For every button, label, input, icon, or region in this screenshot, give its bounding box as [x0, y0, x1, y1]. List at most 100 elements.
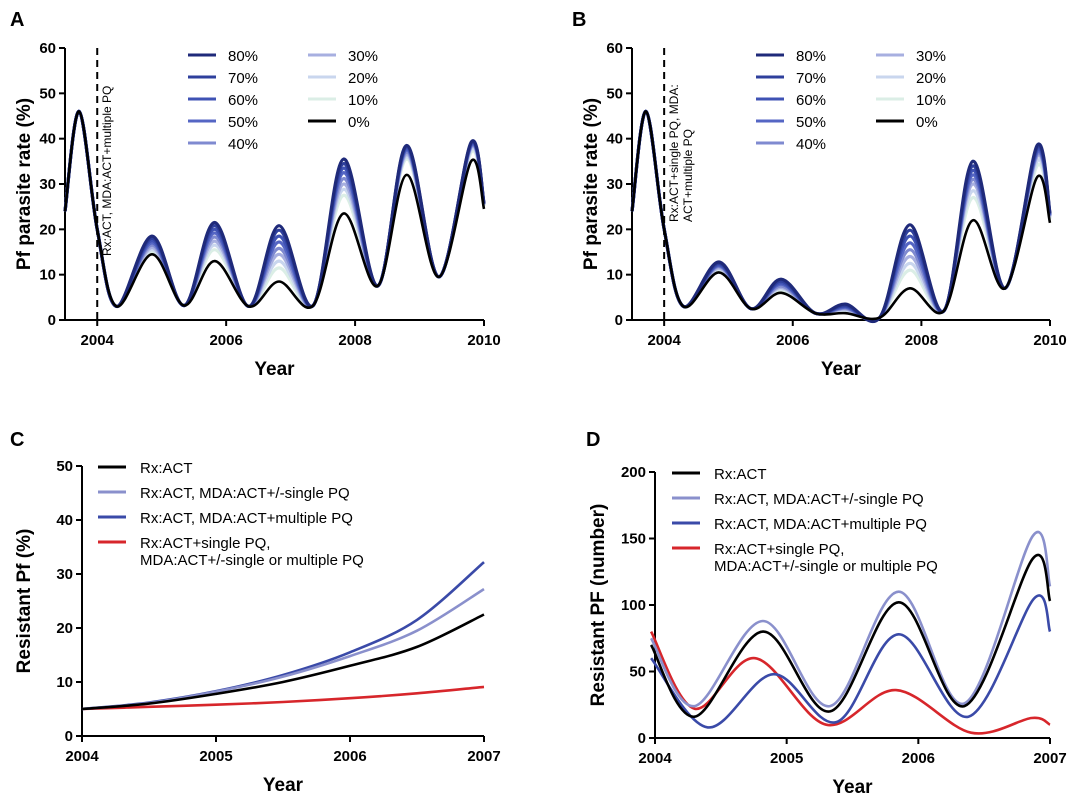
y-tick-label: 60 [606, 40, 623, 57]
legend-label-continued: MDA:ACT+/-single or multiple PQ [714, 558, 938, 575]
y-tick-label: 60 [39, 40, 56, 57]
legend-label: Rx:ACT, MDA:ACT+/-single PQ [714, 491, 924, 508]
series-line [649, 530, 1052, 708]
y-tick-label: 40 [56, 512, 73, 529]
x-tick-label: 2007 [1033, 750, 1066, 767]
x-tick-label: 2005 [199, 748, 232, 765]
panel-d: D 0 50 100 150 200 2004 2005 2006 2007 Year Resista… [586, 429, 1067, 798]
panel-letter: A [10, 9, 24, 31]
series-line [81, 685, 485, 711]
y-tick-label: 50 [629, 664, 646, 681]
legend-label-continued: MDA:ACT+/-single or multiple PQ [140, 552, 364, 569]
legend: Rx:ACT Rx:ACT, MDA:ACT+/-single PQ Rx:ACT,… [98, 460, 364, 569]
x-tick-label: 2008 [338, 332, 371, 349]
y-axis-title: Pf parasite rate (%) [14, 98, 35, 270]
series-line [649, 553, 1052, 718]
y-tick-label: 30 [606, 176, 623, 193]
legend-label: 60% [228, 92, 258, 109]
panel-letter: C [10, 429, 24, 451]
series-line [81, 613, 485, 711]
series-line [81, 587, 485, 711]
series-line-0pct [63, 110, 486, 309]
x-tick-label: 2008 [905, 332, 938, 349]
y-tick-label: 20 [39, 221, 56, 238]
y-tick-label: 20 [606, 221, 623, 238]
x-axis-title: Year [821, 359, 862, 380]
legend-label: 50% [228, 114, 258, 131]
legend-label: Rx:ACT [714, 466, 767, 483]
y-tick-label: 200 [621, 464, 646, 481]
x-tick-label: 2004 [647, 332, 681, 349]
panel-letter: D [586, 429, 600, 451]
panel-a: A 0 10 20 30 40 50 60 2004 2006 2008 2010 Year Pf par… [10, 9, 501, 380]
y-tick-label: 150 [621, 531, 646, 548]
legend-label: 70% [228, 70, 258, 87]
x-tick-label: 2010 [467, 332, 500, 349]
y-tick-label: 100 [621, 597, 646, 614]
series-group [649, 530, 1052, 735]
x-tick-label: 2010 [1033, 332, 1066, 349]
legend-label: 0% [916, 114, 938, 131]
legend-label: 40% [228, 136, 258, 153]
panel-letter: B [572, 9, 586, 31]
intervention-annotation-line: ACT+multiple PQ [681, 129, 695, 222]
legend-label: Rx:ACT+single PQ, [140, 535, 270, 552]
x-tick-label: 2007 [467, 748, 500, 765]
intervention-annotation: Rx:ACT, MDA:ACT+multiple PQ [100, 86, 114, 256]
y-axis-title: Resistant Pf (%) [14, 529, 35, 674]
x-axis-title: Year [832, 777, 873, 798]
x-tick-label: 2006 [776, 332, 809, 349]
y-tick-label: 30 [39, 176, 56, 193]
x-tick-label: 2006 [209, 332, 242, 349]
legend-label: 30% [916, 48, 946, 65]
x-tick-label: 2004 [65, 748, 99, 765]
y-tick-label: 40 [606, 131, 623, 148]
y-tick-label: 50 [606, 85, 623, 102]
x-axis-title: Year [263, 775, 304, 796]
legend-label: Rx:ACT, MDA:ACT+multiple PQ [714, 516, 927, 533]
series-line [649, 630, 1051, 735]
y-tick-label: 40 [39, 131, 56, 148]
legend-label: 0% [348, 114, 370, 131]
y-axis-title: Pf parasite rate (%) [581, 98, 602, 270]
panel-c: C 0 10 20 30 40 50 2004 2005 2006 2007 Year Resistan… [10, 429, 501, 796]
legend: 80% 70% 60% 50% 40% 30% 20% 10% 0% [756, 48, 946, 153]
legend-label: Rx:ACT, MDA:ACT+/-single PQ [140, 485, 350, 502]
y-tick-label: 20 [56, 620, 73, 637]
legend-label: 20% [916, 70, 946, 87]
y-tick-label: 0 [65, 728, 73, 745]
y-tick-label: 50 [39, 85, 56, 102]
x-tick-label: 2005 [770, 750, 803, 767]
intervention-annotation-line: Rx:ACT+single PQ, MDA: [667, 84, 681, 222]
y-tick-label: 0 [48, 312, 56, 329]
legend-label: Rx:ACT+single PQ, [714, 541, 844, 558]
x-tick-label: 2004 [81, 332, 115, 349]
legend-label: 60% [796, 92, 826, 109]
y-tick-label: 0 [615, 312, 623, 329]
series-line [81, 561, 485, 711]
legend-label: 10% [916, 92, 946, 109]
y-tick-label: 10 [56, 674, 73, 691]
x-tick-label: 2004 [638, 750, 672, 767]
legend-label: 50% [796, 114, 826, 131]
series-line-80pct [63, 109, 486, 309]
y-tick-label: 50 [56, 458, 73, 475]
legend-label: 20% [348, 70, 378, 87]
legend: Rx:ACT Rx:ACT, MDA:ACT+/-single PQ Rx:ACT,… [672, 466, 938, 575]
x-axis-title: Year [254, 359, 295, 380]
series-line [650, 594, 1052, 729]
y-axis-title: Resistant PF (number) [588, 504, 609, 707]
y-tick-label: 0 [638, 730, 646, 747]
legend-label: 80% [228, 48, 258, 65]
y-tick-label: 30 [56, 566, 73, 583]
y-tick-label: 10 [606, 267, 623, 284]
legend-label: Rx:ACT, MDA:ACT+multiple PQ [140, 510, 353, 527]
x-tick-label: 2006 [902, 750, 935, 767]
legend-label: 10% [348, 92, 378, 109]
series-group [630, 109, 1052, 323]
legend-label: 70% [796, 70, 826, 87]
legend-label: 40% [796, 136, 826, 153]
legend-label: 80% [796, 48, 826, 65]
series-group [81, 561, 485, 711]
